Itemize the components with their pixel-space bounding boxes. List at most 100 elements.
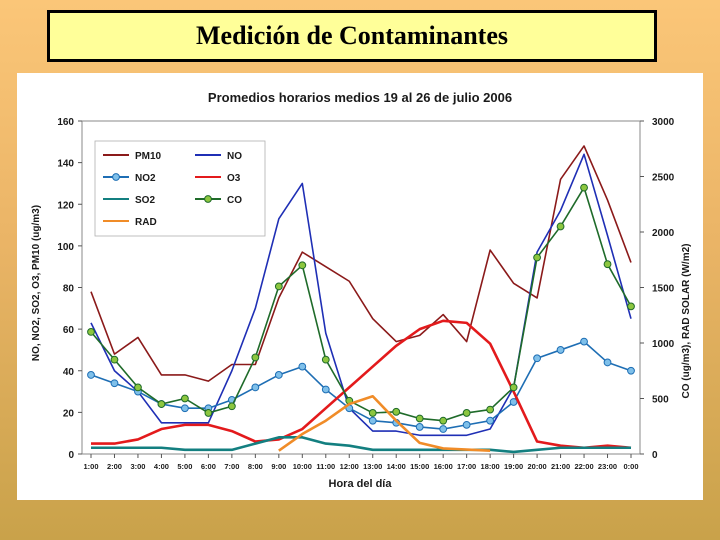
- series-line-no2: [90, 340, 632, 430]
- x-tick-label: 8:00: [248, 462, 263, 471]
- legend-marker: [112, 173, 120, 181]
- data-point-co: [204, 409, 213, 417]
- legend-entry-o3: O3: [195, 173, 241, 184]
- data-point-no2: [439, 425, 448, 433]
- data-point-no2: [533, 354, 541, 363]
- x-axis-label: Hora del día: [329, 478, 393, 490]
- legend-label: SO2: [135, 195, 155, 206]
- y-left-tick-label: 120: [57, 200, 74, 211]
- x-tick-label: 19:00: [504, 462, 523, 471]
- data-point-co: [486, 405, 495, 414]
- y-right-tick-label: 2500: [652, 173, 675, 184]
- pollutant-chart: Promedios horarios medios 19 al 26 de ju…: [31, 90, 692, 490]
- y-right-tick-label: 1500: [652, 284, 675, 295]
- x-tick-label: 15:00: [410, 462, 429, 471]
- series-no: [90, 153, 632, 437]
- data-point-co: [227, 402, 236, 411]
- y-axis-right-label: CO (ug/m3), RAD SOLAR (W/m2): [681, 244, 692, 399]
- chart-panel: Promedios horarios medios 19 al 26 de ju…: [17, 73, 703, 500]
- x-tick-label: 12:00: [340, 462, 359, 471]
- series-line-no: [90, 153, 632, 437]
- data-point-no2: [509, 398, 518, 406]
- legend-label: O3: [227, 173, 241, 184]
- data-point-co: [580, 183, 588, 192]
- series-line-rad: [278, 394, 491, 452]
- series-so2: [91, 436, 631, 454]
- x-tick-label: 14:00: [387, 462, 406, 471]
- data-point-co: [298, 261, 307, 270]
- x-tick-label: 21:00: [551, 462, 570, 471]
- y-right-tick-label: 2000: [652, 228, 675, 239]
- series-line-co: [90, 186, 632, 422]
- y-axis-left-label: NO, NO2, SO2, O3, PM10 (ug/m3): [31, 205, 42, 361]
- data-point-no2: [110, 379, 119, 388]
- x-tick-label: 3:00: [130, 462, 145, 471]
- x-tick-label: 16:00: [434, 462, 453, 471]
- y-left-tick-label: 40: [63, 367, 75, 378]
- series-line-so2: [91, 436, 631, 454]
- legend-label: NO: [227, 151, 242, 162]
- data-point-no2: [368, 416, 377, 425]
- chart-series: [87, 145, 635, 454]
- data-point-co: [533, 253, 541, 262]
- data-point-co: [509, 383, 518, 392]
- series-line-pm10: [90, 145, 632, 382]
- series-co: [87, 183, 635, 425]
- data-point-co: [415, 414, 424, 423]
- chart-legend: PM10 NO NO2 O3 SO2 CO RAD: [94, 140, 266, 237]
- legend-entry-co: CO: [195, 195, 242, 206]
- slide-title-box: Medición de Contaminantes: [47, 10, 657, 62]
- data-point-no2: [627, 366, 635, 375]
- x-tick-label: 18:00: [481, 462, 500, 471]
- legend-label: RAD: [135, 217, 157, 228]
- x-tick-label: 6:00: [201, 462, 216, 471]
- legend-entry-no2: NO2: [103, 173, 156, 184]
- legend-label: CO: [227, 195, 242, 206]
- series-rad: [278, 394, 491, 452]
- chart-title: Promedios horarios medios 19 al 26 de ju…: [208, 90, 512, 105]
- series-o3: [91, 319, 632, 450]
- data-point-co: [556, 222, 565, 231]
- legend-entry-pm10: PM10: [103, 151, 162, 162]
- data-point-no2: [415, 423, 424, 431]
- slide-title: Medición de Contaminantes: [196, 21, 508, 50]
- data-point-co: [439, 416, 448, 425]
- legend-label: PM10: [135, 151, 162, 162]
- series-no2: [87, 337, 635, 433]
- data-point-no2: [603, 358, 612, 367]
- y-left-tick-label: 140: [57, 159, 74, 170]
- data-point-co: [274, 282, 283, 291]
- x-tick-label: 20:00: [527, 462, 546, 471]
- data-point-co: [87, 328, 95, 336]
- data-point-no2: [251, 383, 260, 392]
- x-tick-label: 23:00: [598, 462, 617, 471]
- x-tick-label: 1:00: [83, 462, 98, 471]
- y-right-tick-label: 500: [652, 395, 669, 406]
- x-tick-label: 22:00: [574, 462, 593, 471]
- y-left-tick-label: 100: [57, 242, 74, 253]
- legend-marker: [204, 195, 212, 203]
- data-point-no2: [87, 371, 95, 379]
- data-point-no2: [274, 371, 283, 379]
- x-tick-label: 4:00: [154, 462, 169, 471]
- data-point-co: [462, 409, 471, 417]
- x-tick-label: 2:00: [107, 462, 122, 471]
- legend-label: NO2: [135, 173, 156, 184]
- x-tick-label: 9:00: [271, 462, 286, 471]
- data-point-co: [368, 409, 377, 417]
- data-point-co: [321, 355, 330, 364]
- data-point-co: [627, 302, 635, 311]
- x-tick-label: 10:00: [293, 462, 312, 471]
- data-point-no2: [321, 385, 330, 394]
- x-tick-label: 5:00: [177, 462, 192, 471]
- data-point-no2: [580, 337, 588, 346]
- legend-entry-rad: RAD: [103, 217, 157, 228]
- data-point-no2: [181, 404, 189, 413]
- data-point-co: [251, 353, 260, 362]
- y-left-tick-label: 0: [68, 450, 74, 461]
- data-point-co: [110, 355, 119, 364]
- legend-entry-so2: SO2: [103, 195, 155, 206]
- series-pm10: [90, 145, 632, 382]
- series-line-o3: [91, 319, 632, 450]
- x-tick-label: 0:00: [623, 462, 638, 471]
